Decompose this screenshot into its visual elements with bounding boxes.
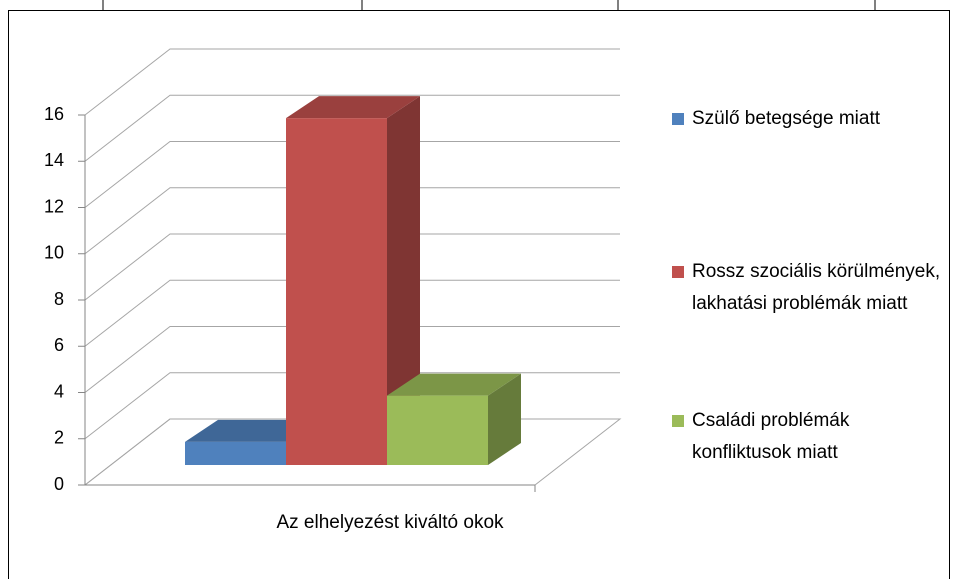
y-tick-label: 12: [44, 196, 64, 216]
bar-front: [185, 441, 286, 465]
y-tick-label: 14: [44, 150, 64, 170]
y-tick-label: 4: [54, 381, 64, 401]
x-category-label: Az elhelyezést kiváltó okok: [276, 512, 504, 533]
y-tick-label: 10: [44, 243, 64, 263]
legend-label: Rossz szociális körülmények, lakhatási p…: [692, 261, 941, 314]
grid-line: [84, 233, 620, 301]
legend-swatch: [672, 415, 684, 427]
y-tick-label: 0: [54, 474, 64, 494]
y-tick-label: 8: [54, 289, 64, 309]
grid-line: [84, 141, 620, 208]
grid-line: [84, 279, 620, 347]
y-tick-label: 2: [54, 428, 64, 448]
legend-item: Szülő betegsége miatt: [672, 103, 942, 135]
grid-line: [84, 372, 620, 440]
y-tick-label: 6: [54, 335, 64, 355]
grid-line: [84, 48, 620, 116]
legend-item: Rossz szociális körülmények, lakhatási p…: [672, 256, 942, 320]
bar-top: [387, 373, 521, 396]
bar-top: [286, 96, 420, 119]
grid-line: [84, 326, 620, 393]
bar: [286, 96, 420, 465]
bar-top: [185, 419, 319, 442]
grid-line: [84, 187, 620, 255]
legend-label: Családi problémák konfliktusok miatt: [692, 410, 850, 463]
y-tick-label: 16: [44, 104, 64, 124]
legend-label: Szülő betegsége miatt: [692, 108, 881, 129]
bar-front: [387, 395, 488, 465]
bar-side: [387, 96, 420, 465]
legend-swatch: [672, 113, 684, 125]
bar-front: [286, 118, 387, 465]
legend-item: Családi problémák konfliktusok miatt: [672, 405, 942, 469]
bar: [185, 419, 319, 465]
legend-swatch: [672, 266, 684, 278]
bar: [387, 373, 521, 465]
bar-side: [488, 373, 521, 465]
grid-line: [84, 94, 620, 162]
chart-border: [8, 10, 950, 579]
